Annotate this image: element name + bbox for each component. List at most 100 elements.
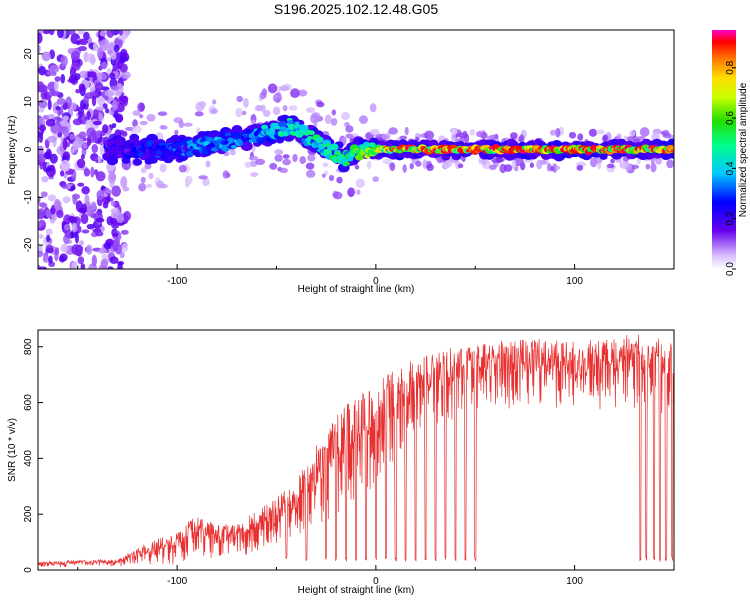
noise-blob	[111, 122, 117, 129]
noise-blob	[72, 118, 83, 126]
faint-blob	[369, 128, 380, 136]
noise-blob	[115, 113, 124, 123]
noise-blob	[59, 253, 68, 262]
noise-blob	[60, 170, 65, 177]
faint-blob	[382, 158, 392, 165]
faint-blob	[354, 164, 360, 170]
noise-blob	[100, 258, 109, 269]
faint-blob	[235, 107, 243, 118]
noise-blob	[117, 234, 122, 240]
noise-blob	[75, 88, 81, 94]
noise-blob	[119, 63, 128, 73]
y-tick-label: 200	[23, 505, 34, 522]
faint-blob	[178, 120, 184, 129]
noise-blob	[101, 253, 108, 260]
noise-blob	[106, 30, 115, 38]
noise-blob	[95, 231, 104, 237]
faint-blob	[259, 91, 267, 100]
faint-blob	[125, 163, 131, 169]
faint-blob	[183, 122, 193, 127]
noise-blob	[43, 253, 49, 263]
noise-blob	[96, 96, 105, 103]
noise-blob	[62, 137, 68, 150]
faint-blob	[159, 163, 167, 173]
noise-blob	[56, 98, 66, 105]
faint-blob	[273, 94, 278, 99]
y-tick-label: 20	[23, 48, 34, 60]
noise-blob	[100, 185, 106, 190]
faint-blob	[222, 170, 229, 179]
faint-blob	[546, 162, 551, 172]
noise-blob	[90, 54, 95, 66]
ridge-blob	[256, 137, 265, 144]
noise-blob	[75, 200, 83, 212]
noise-blob	[119, 56, 129, 62]
faint-blob	[159, 183, 168, 189]
faint-blob	[324, 114, 332, 125]
noise-blob	[38, 250, 44, 258]
faint-blob	[330, 118, 338, 126]
faint-blob	[272, 106, 281, 116]
noise-blob	[38, 266, 48, 269]
faint-blob	[297, 89, 308, 97]
x-tick-label: 100	[566, 276, 583, 287]
faint-blob	[322, 162, 329, 167]
noise-blob	[78, 131, 87, 140]
noise-blob	[49, 90, 60, 97]
noise-blob	[62, 196, 72, 203]
faint-blob	[619, 160, 630, 169]
faint-blob	[137, 102, 145, 113]
noise-blob	[77, 245, 84, 251]
noise-blob	[114, 39, 123, 46]
faint-blob	[380, 133, 390, 140]
noise-blob	[81, 203, 88, 214]
noise-blob	[114, 243, 123, 255]
noise-blob	[42, 88, 48, 94]
noise-blob	[56, 209, 64, 219]
noise-blob	[123, 95, 129, 107]
faint-blob	[198, 175, 208, 180]
faint-blob	[402, 164, 407, 173]
faint-blob	[369, 103, 377, 113]
faint-blob	[650, 157, 655, 165]
faint-blob	[279, 167, 289, 174]
faint-blob	[554, 165, 561, 170]
noise-blob	[38, 195, 41, 204]
noise-blob	[38, 145, 44, 157]
faint-blob	[590, 157, 598, 168]
noise-blob	[78, 38, 89, 46]
noise-blob	[41, 175, 49, 183]
faint-blob	[629, 130, 636, 137]
noise-blob	[83, 31, 90, 41]
faint-blob	[336, 176, 343, 184]
noise-blob	[110, 221, 120, 229]
faint-blob	[436, 156, 443, 164]
faint-blob	[639, 127, 650, 137]
ridge-blob	[363, 141, 370, 147]
noise-blob	[40, 202, 48, 209]
x-tick-label: 0	[373, 576, 379, 587]
faint-blob	[279, 85, 290, 92]
noise-blob	[69, 133, 76, 141]
faint-blob	[243, 97, 249, 108]
faint-blob	[341, 112, 351, 121]
faint-blob	[290, 88, 300, 99]
colorbar-tick-label: 0.0	[725, 262, 736, 276]
faint-blob	[457, 163, 464, 169]
x-tick-label: -100	[167, 276, 187, 287]
faint-blob	[146, 183, 152, 189]
y-tick-label: 800	[23, 338, 34, 355]
noise-blob	[70, 50, 81, 61]
faint-blob	[503, 164, 513, 172]
noise-blob	[68, 215, 75, 222]
noise-blob	[103, 242, 112, 250]
faint-blob	[157, 111, 168, 117]
faint-blob	[274, 154, 283, 162]
ridge-blob	[315, 136, 324, 143]
spectrogram-y-ticks: -20 -10 0 10 20	[23, 48, 43, 252]
noise-blob	[62, 126, 70, 138]
noise-blob	[54, 198, 61, 210]
noise-blob	[46, 70, 57, 76]
noise-blob	[59, 120, 69, 127]
faint-blob	[139, 114, 144, 119]
